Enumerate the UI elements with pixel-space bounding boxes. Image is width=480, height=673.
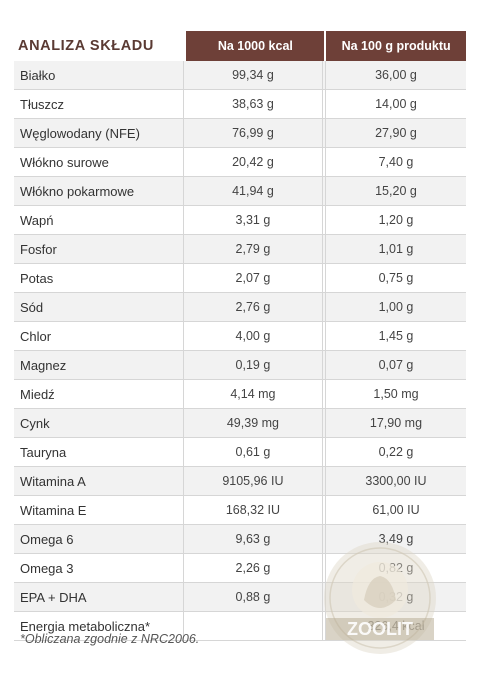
nutrient-name: Wapń <box>20 212 54 228</box>
value-per-100-g: 27,90 g <box>324 119 466 147</box>
nutrient-name: Tauryna <box>20 444 67 460</box>
value-per-1000-kcal: 20,42 g <box>182 148 323 176</box>
nutrient-name: Witamina E <box>20 502 87 518</box>
table-title: ANALIZA SKŁADU <box>18 38 154 54</box>
value-per-1000-kcal: 99,34 g <box>182 61 323 89</box>
nutrient-name: Włókno pokarmowe <box>20 183 135 199</box>
table-header: ANALIZA SKŁADU Na 1000 kcal Na 100 g pro… <box>14 31 466 61</box>
value-per-100-g: 0,22 g <box>324 438 466 466</box>
value-per-1000-kcal: 0,61 g <box>182 438 323 466</box>
nutrient-name: Sód <box>20 299 44 315</box>
value-per-100-g: 0,75 g <box>324 264 466 292</box>
value-per-1000-kcal: 76,99 g <box>182 119 323 147</box>
table-row: Wapń 3,31 g 1,20 g <box>14 206 466 235</box>
value-per-1000-kcal: 9,63 g <box>182 525 323 553</box>
nutrient-name: Miedź <box>20 386 55 402</box>
nutrient-name: Cynk <box>20 415 50 431</box>
value-per-100-g: 17,90 mg <box>324 409 466 437</box>
nutrient-name: Fosfor <box>20 241 57 257</box>
value-per-100-g: 0,07 g <box>324 351 466 379</box>
table-row: Sód 2,76 g 1,00 g <box>14 293 466 322</box>
value-per-1000-kcal: 41,94 g <box>182 177 323 205</box>
table-row: Miedź 4,14 mg 1,50 mg <box>14 380 466 409</box>
nutrient-name: Witamina A <box>20 473 86 489</box>
value-per-1000-kcal: 2,76 g <box>182 293 323 321</box>
nutrient-name: Energia metaboliczna* <box>20 618 151 634</box>
nutrient-name: Białko <box>20 67 56 83</box>
value-per-100-g: 15,20 g <box>324 177 466 205</box>
column-header-per-1000-kcal: Na 1000 kcal <box>186 31 325 61</box>
table-row: Włókno surowe 20,42 g 7,40 g <box>14 148 466 177</box>
nutrient-name: Potas <box>20 270 54 286</box>
table-row: Witamina A 9105,96 IU 3300,00 IU <box>14 467 466 496</box>
table-row: EPA + DHA 0,88 g 0,32 g <box>14 583 466 612</box>
table-row: Witamina E 168,32 IU 61,00 IU <box>14 496 466 525</box>
value-per-1000-kcal: 49,39 mg <box>182 409 323 437</box>
value-per-1000-kcal: 2,79 g <box>182 235 323 263</box>
value-per-100-g: 0,82 g <box>324 554 466 582</box>
value-per-1000-kcal: 2,07 g <box>182 264 323 292</box>
nutrient-name: Omega 6 <box>20 531 74 547</box>
value-per-100-g: 1,50 mg <box>324 380 466 408</box>
value-per-100-g: 61,00 IU <box>324 496 466 524</box>
value-per-1000-kcal: 2,26 g <box>182 554 323 582</box>
nutrient-name: Magnez <box>20 357 67 373</box>
value-per-1000-kcal: 9105,96 IU <box>182 467 323 495</box>
value-per-100-g: 1,01 g <box>324 235 466 263</box>
table-row: Omega 6 9,63 g 3,49 g <box>14 525 466 554</box>
table-row: Tauryna 0,61 g 0,22 g <box>14 438 466 467</box>
table-row: Fosfor 2,79 g 1,01 g <box>14 235 466 264</box>
nutrient-name: Chlor <box>20 328 52 344</box>
value-per-1000-kcal: 38,63 g <box>182 90 323 118</box>
value-per-100-g: 1,00 g <box>324 293 466 321</box>
nutrient-name: Omega 3 <box>20 560 74 576</box>
nutrient-name: Włókno surowe <box>20 154 109 170</box>
table-row: Tłuszcz 38,63 g 14,00 g <box>14 90 466 119</box>
value-per-100-g: 3,49 g <box>324 525 466 553</box>
value-per-100-g: 7,40 g <box>324 148 466 176</box>
nutrient-name: Węglowodany (NFE) <box>20 125 140 141</box>
table-row: Omega 3 2,26 g 0,82 g <box>14 554 466 583</box>
nutrition-table: ANALIZA SKŁADU Na 1000 kcal Na 100 g pro… <box>14 31 466 641</box>
table-row: Potas 2,07 g 0,75 g <box>14 264 466 293</box>
nutrient-name: Tłuszcz <box>20 96 65 112</box>
footnote: *Obliczana zgodnie z NRC2006. <box>20 632 200 646</box>
value-per-100-g: 3300,00 IU <box>324 467 466 495</box>
table-row: Białko 99,34 g 36,00 g <box>14 61 466 90</box>
table-row: Węglowodany (NFE) 76,99 g 27,90 g <box>14 119 466 148</box>
value-per-100-g: 326,4 kcal <box>324 612 466 640</box>
value-per-1000-kcal <box>182 612 323 640</box>
table-row: Magnez 0,19 g 0,07 g <box>14 351 466 380</box>
value-per-1000-kcal: 0,88 g <box>182 583 323 611</box>
value-per-1000-kcal: 4,14 mg <box>182 380 323 408</box>
table-row: Cynk 49,39 mg 17,90 mg <box>14 409 466 438</box>
value-per-1000-kcal: 4,00 g <box>182 322 323 350</box>
nutrient-name: EPA + DHA <box>20 589 87 605</box>
column-header-per-100-g: Na 100 g produktu <box>326 31 466 61</box>
value-per-100-g: 0,32 g <box>324 583 466 611</box>
value-per-100-g: 36,00 g <box>324 61 466 89</box>
value-per-100-g: 14,00 g <box>324 90 466 118</box>
value-per-1000-kcal: 168,32 IU <box>182 496 323 524</box>
value-per-100-g: 1,20 g <box>324 206 466 234</box>
value-per-1000-kcal: 0,19 g <box>182 351 323 379</box>
table-row: Włókno pokarmowe 41,94 g 15,20 g <box>14 177 466 206</box>
value-per-1000-kcal: 3,31 g <box>182 206 323 234</box>
value-per-100-g: 1,45 g <box>324 322 466 350</box>
table-body: Białko 99,34 g 36,00 g Tłuszcz 38,63 g 14,00 … <box>14 61 466 641</box>
table-row: Chlor 4,00 g 1,45 g <box>14 322 466 351</box>
